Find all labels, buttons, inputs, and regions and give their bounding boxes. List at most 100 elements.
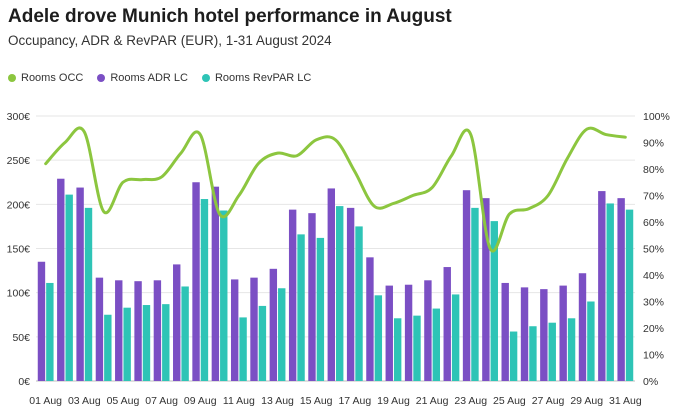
bar-adr (540, 289, 548, 381)
y-left-tick-label: 150€ (7, 244, 31, 256)
legend-item-revpar: Rooms RevPAR LC (201, 72, 312, 84)
chart-title: Adele drove Munich hotel performance in … (8, 6, 452, 27)
bar-revpar (587, 301, 595, 381)
bar-adr (76, 187, 84, 381)
bar-adr (346, 207, 355, 381)
x-tick-label: 31 Aug (609, 395, 642, 407)
bar-adr (443, 267, 451, 381)
bar-adr (617, 198, 625, 381)
bar-revpar (200, 199, 209, 381)
bar-adr (95, 277, 104, 381)
bar-revpar (258, 305, 267, 381)
y-left-tick-label: 50€ (12, 332, 30, 344)
y-right-tick-label: 60% (643, 217, 664, 229)
bar-revpar (123, 307, 131, 381)
y-left-tick-label: 300€ (7, 111, 31, 123)
bar-adr (578, 273, 587, 381)
bar-revpar (606, 203, 614, 381)
bar-revpar (297, 234, 305, 381)
bar-revpar (104, 314, 112, 381)
bar-adr (37, 261, 46, 381)
bar-revpar (181, 286, 189, 381)
bar-revpar (471, 207, 479, 381)
legend-label-adr: Rooms ADR LC (110, 72, 188, 84)
x-tick-label: 03 Aug (68, 395, 101, 407)
legend-swatch-revpar (201, 74, 210, 82)
y-right-tick-label: 70% (643, 191, 664, 203)
y-right-tick-label: 90% (643, 138, 664, 150)
x-tick-label: 23 Aug (454, 395, 487, 407)
y-left-tick-label: 200€ (7, 199, 31, 211)
bar-revpar (529, 326, 537, 381)
bar-adr (327, 188, 335, 381)
y-right-tick-label: 50% (643, 244, 664, 256)
bar-revpar (490, 221, 498, 381)
bar-adr (288, 209, 297, 381)
y-left-tick-label: 250€ (7, 155, 31, 167)
bar-revpar (374, 295, 383, 381)
y-right-tick-label: 10% (643, 350, 664, 362)
bar-revpar (278, 288, 286, 381)
y-left-tick-label: 0€ (18, 376, 30, 388)
legend-swatch-occ (8, 74, 16, 82)
x-tick-label: 21 Aug (416, 395, 449, 407)
bar-adr (230, 279, 239, 381)
bar-revpar (432, 308, 441, 381)
bar-adr (192, 182, 200, 381)
y-left-tick-label: 100€ (7, 288, 31, 300)
bar-adr (598, 191, 606, 381)
x-tick-label: 15 Aug (300, 395, 333, 407)
y-right-tick-label: 80% (643, 164, 664, 176)
legend-item-adr: Rooms ADR LC (97, 72, 188, 84)
x-tick-label: 01 Aug (29, 395, 62, 407)
bar-revpar (142, 305, 151, 381)
y-right-tick-label: 100% (643, 111, 670, 123)
legend-label-revpar: Rooms RevPAR LC (214, 72, 312, 84)
bar-adr (269, 268, 278, 381)
x-tick-label: 27 Aug (532, 395, 565, 407)
bar-revpar (355, 226, 363, 381)
y-right-tick-label: 0% (643, 376, 658, 388)
x-tick-label: 17 Aug (338, 395, 371, 407)
x-tick-label: 05 Aug (107, 395, 140, 407)
x-tick-label: 25 Aug (493, 395, 526, 407)
bar-revpar (567, 318, 576, 381)
y-right-tick-label: 40% (643, 270, 664, 282)
y-right-tick-label: 30% (643, 297, 664, 309)
bar-revpar (162, 304, 170, 381)
bar-revpar (239, 317, 247, 381)
bar-revpar (548, 322, 556, 381)
bar-adr (211, 186, 220, 381)
bar-revpar (625, 209, 634, 381)
x-tick-label: 19 Aug (377, 395, 410, 407)
bar-revpar (84, 207, 93, 381)
bar-adr (385, 285, 393, 381)
legend-label-occ: Rooms OCC (21, 72, 84, 84)
bar-revpar (65, 194, 73, 381)
x-tick-label: 11 Aug (223, 395, 255, 407)
bar-adr (520, 287, 529, 381)
bar-revpar (451, 294, 460, 381)
x-tick-label: 29 Aug (570, 395, 603, 407)
x-tick-label: 13 Aug (261, 395, 294, 407)
bar-adr (482, 198, 490, 381)
bar-adr (308, 213, 316, 381)
x-tick-label: 07 Aug (145, 395, 178, 407)
bar-adr (134, 281, 142, 381)
bar-adr (366, 257, 374, 381)
bar-revpar (336, 206, 344, 381)
bar-adr (404, 284, 413, 381)
bar-adr (115, 280, 123, 381)
bar-revpar (509, 331, 518, 381)
bar-adr (462, 190, 471, 381)
bar-revpar (46, 282, 54, 381)
bar-adr (173, 264, 181, 381)
bar-adr (153, 280, 162, 381)
chart-subtitle: Occupancy, ADR & RevPAR (EUR), 1-31 Augu… (8, 33, 332, 48)
x-tick-label: 09 Aug (184, 395, 217, 407)
bar-revpar (393, 318, 402, 381)
chart-legend: Rooms OCC Rooms ADR LC Rooms RevPAR LC (8, 72, 311, 84)
bar-revpar (220, 210, 228, 381)
bar-revpar (316, 237, 325, 381)
legend-swatch-adr (97, 74, 106, 82)
